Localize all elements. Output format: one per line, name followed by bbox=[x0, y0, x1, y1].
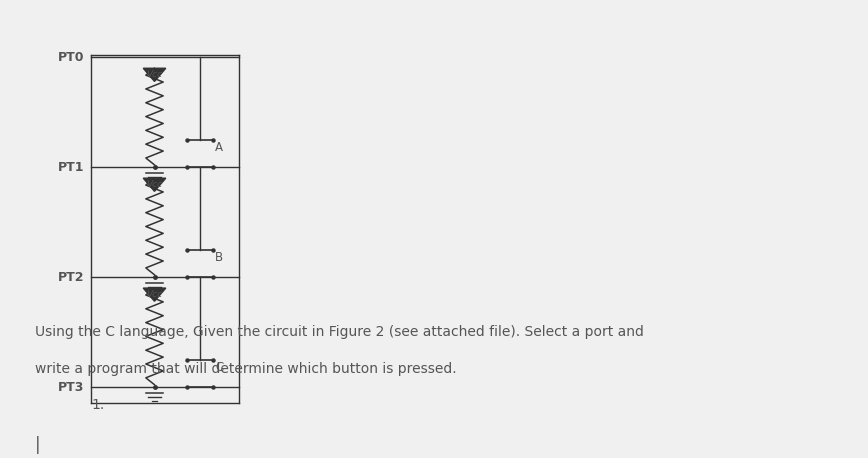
Polygon shape bbox=[143, 178, 166, 191]
Text: C: C bbox=[215, 361, 224, 374]
Text: PT1: PT1 bbox=[57, 161, 84, 174]
Polygon shape bbox=[143, 68, 166, 82]
Text: Vcc: Vcc bbox=[147, 290, 162, 299]
Text: 1.: 1. bbox=[91, 398, 104, 412]
Text: Vcc: Vcc bbox=[147, 180, 162, 189]
Text: PT3: PT3 bbox=[58, 381, 84, 393]
Text: PT0: PT0 bbox=[57, 51, 84, 64]
Polygon shape bbox=[143, 288, 166, 301]
Text: write a program that will determine which button is pressed.: write a program that will determine whic… bbox=[35, 362, 457, 376]
Text: PT2: PT2 bbox=[57, 271, 84, 284]
Text: Using the C language, Given the circuit in Figure 2 (see attached file). Select : Using the C language, Given the circuit … bbox=[35, 325, 643, 339]
Text: |: | bbox=[35, 436, 40, 454]
Text: B: B bbox=[215, 251, 223, 264]
Text: A: A bbox=[215, 142, 223, 154]
Text: Vcc: Vcc bbox=[147, 70, 162, 79]
